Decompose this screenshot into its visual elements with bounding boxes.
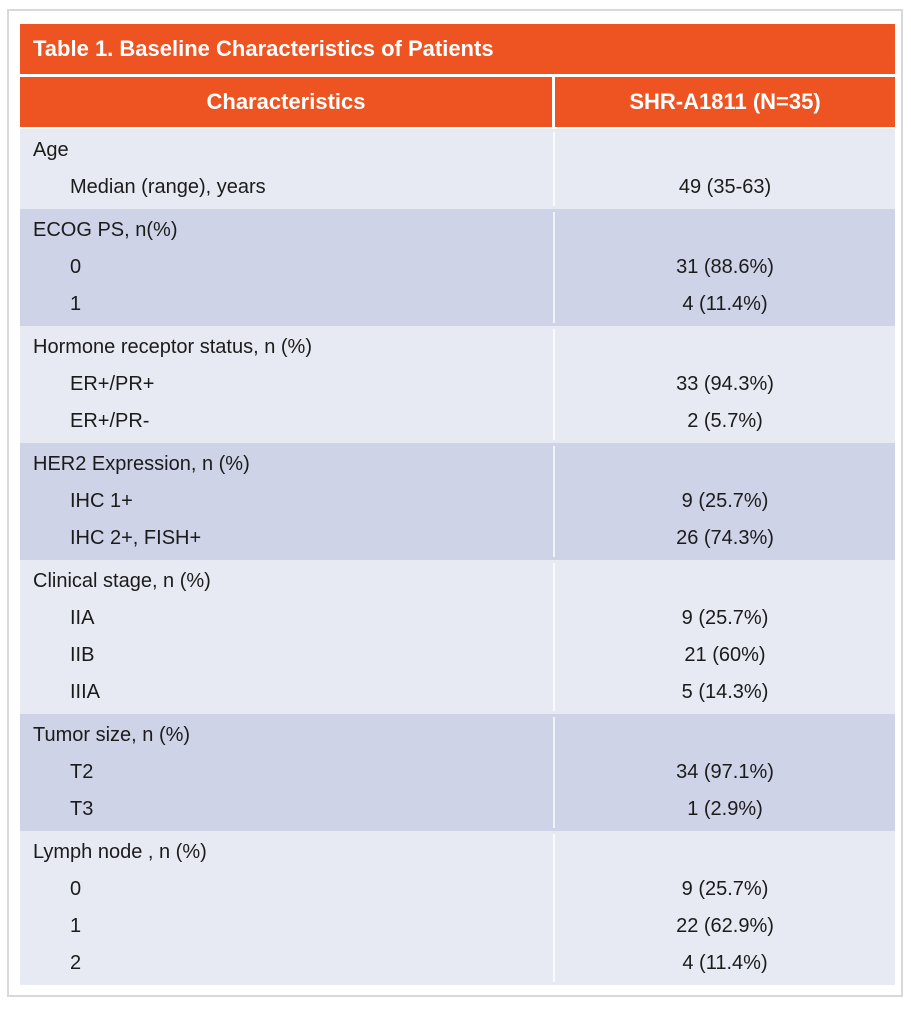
section-header-value-empty [555,446,895,483]
row-label: 0 [20,249,555,286]
table-title: Table 1. Baseline Characteristics of Pat… [20,24,895,74]
section-header-row: HER2 Expression, n (%) [20,446,895,483]
table-row: ER+/PR+ 33 (94.3%) [20,366,895,403]
table-row: 2 4 (11.4%) [20,945,895,982]
table-row: 0 9 (25.7%) [20,871,895,908]
row-value: 31 (88.6%) [676,256,774,278]
table-row: T2 34 (97.1%) [20,754,895,791]
row-label: ER+/PR- [20,403,555,440]
section-header-label: Age [20,132,555,169]
table-row: 0 31 (88.6%) [20,249,895,286]
row-value: 2 (5.7%) [687,410,763,432]
row-value: 9 (25.7%) [681,490,769,512]
row-label: 1 [20,908,555,945]
table-row: 1 22 (62.9%) [20,908,895,945]
row-value: 49 (35-63) [678,176,772,198]
row-label: IHC 1+ [20,483,555,520]
row-label: IHC 2+, FISH+ [20,520,555,557]
section-header-row: Hormone receptor status, n (%) [20,329,895,366]
row-value: 9 (25.7%) [681,878,769,900]
row-label: T3 [20,791,555,828]
row-value: 26 (74.3%) [676,527,774,549]
section-header-label: ECOG PS, n(%) [20,212,555,249]
row-label: IIIA [20,674,555,711]
baseline-characteristics-table: Table 1. Baseline Characteristics of Pat… [20,24,895,985]
section-header-value-empty [555,212,895,249]
section-header-value-empty [555,834,895,871]
section-header-value-empty [555,563,895,600]
row-value: 22 (62.9%) [676,915,774,937]
row-label: ER+/PR+ [20,366,555,403]
table-section: Age Median (range), years 49 (35-63) [20,129,895,209]
table-row: IHC 1+ 9 (25.7%) [20,483,895,520]
table-header-row: Characteristics SHR-A1811 (N=35) [20,77,895,127]
section-header-label: Tumor size, n (%) [20,717,555,754]
table-row: T3 1 (2.9%) [20,791,895,828]
table-section: Hormone receptor status, n (%) ER+/PR+ 33 … [20,326,895,443]
column-header-characteristics: Characteristics [20,77,555,127]
row-label: 1 [20,286,555,323]
section-header-value-empty [555,132,895,169]
row-value: 4 (11.4%) [682,952,768,974]
table-section: Clinical stage, n (%) IIA 9 (25.7%) IIB 21 (… [20,560,895,714]
table-row: IHC 2+, FISH+ 26 (74.3%) [20,520,895,557]
table-section: ECOG PS, n(%) 0 31 (88.6%) 1 4 (11.4%) [20,209,895,326]
row-label: 2 [20,945,555,982]
table-body: Age Median (range), years 49 (35-63) ECOG P… [20,129,895,985]
table-section: HER2 Expression, n (%) IHC 1+ 9 (25.7%) IHC… [20,443,895,560]
section-header-label: Lymph node , n (%) [20,834,555,871]
section-header-row: ECOG PS, n(%) [20,212,895,249]
table-row: IIA 9 (25.7%) [20,600,895,637]
row-label: T2 [20,754,555,791]
row-value: 4 (11.4%) [682,293,768,315]
row-label: 0 [20,871,555,908]
table-row: IIB 21 (60%) [20,637,895,674]
row-value: 9 (25.7%) [681,607,769,629]
row-label: Median (range), years [20,169,555,206]
table-section: Lymph node , n (%) 0 9 (25.7%) 1 22 (62.9%) 2… [20,831,895,985]
outer-border: Table 1. Baseline Characteristics of Pat… [7,9,903,997]
table-row: 1 4 (11.4%) [20,286,895,323]
table-section: Tumor size, n (%) T2 34 (97.1%) T3 1 (2.9%) [20,714,895,831]
section-header-row: Lymph node , n (%) [20,834,895,871]
section-header-row: Tumor size, n (%) [20,717,895,754]
section-header-label: HER2 Expression, n (%) [20,446,555,483]
column-header-shr-a1811: SHR-A1811 (N=35) [629,89,821,114]
section-header-label: Hormone receptor status, n (%) [20,329,555,366]
section-header-label: Clinical stage, n (%) [20,563,555,600]
row-value: 34 (97.1%) [676,761,774,783]
section-header-value-empty [555,717,895,754]
row-label: IIA [20,600,555,637]
table-row: Median (range), years 49 (35-63) [20,169,895,206]
row-value: 5 (14.3%) [681,681,769,703]
section-header-row: Clinical stage, n (%) [20,563,895,600]
table-row: IIIA 5 (14.3%) [20,674,895,711]
row-value: 33 (94.3%) [676,373,774,395]
section-header-value-empty [555,329,895,366]
table-row: ER+/PR- 2 (5.7%) [20,403,895,440]
section-header-row: Age [20,132,895,169]
row-label: IIB [20,637,555,674]
row-value: 1 (2.9%) [687,798,763,820]
row-value: 21 (60%) [684,644,766,666]
